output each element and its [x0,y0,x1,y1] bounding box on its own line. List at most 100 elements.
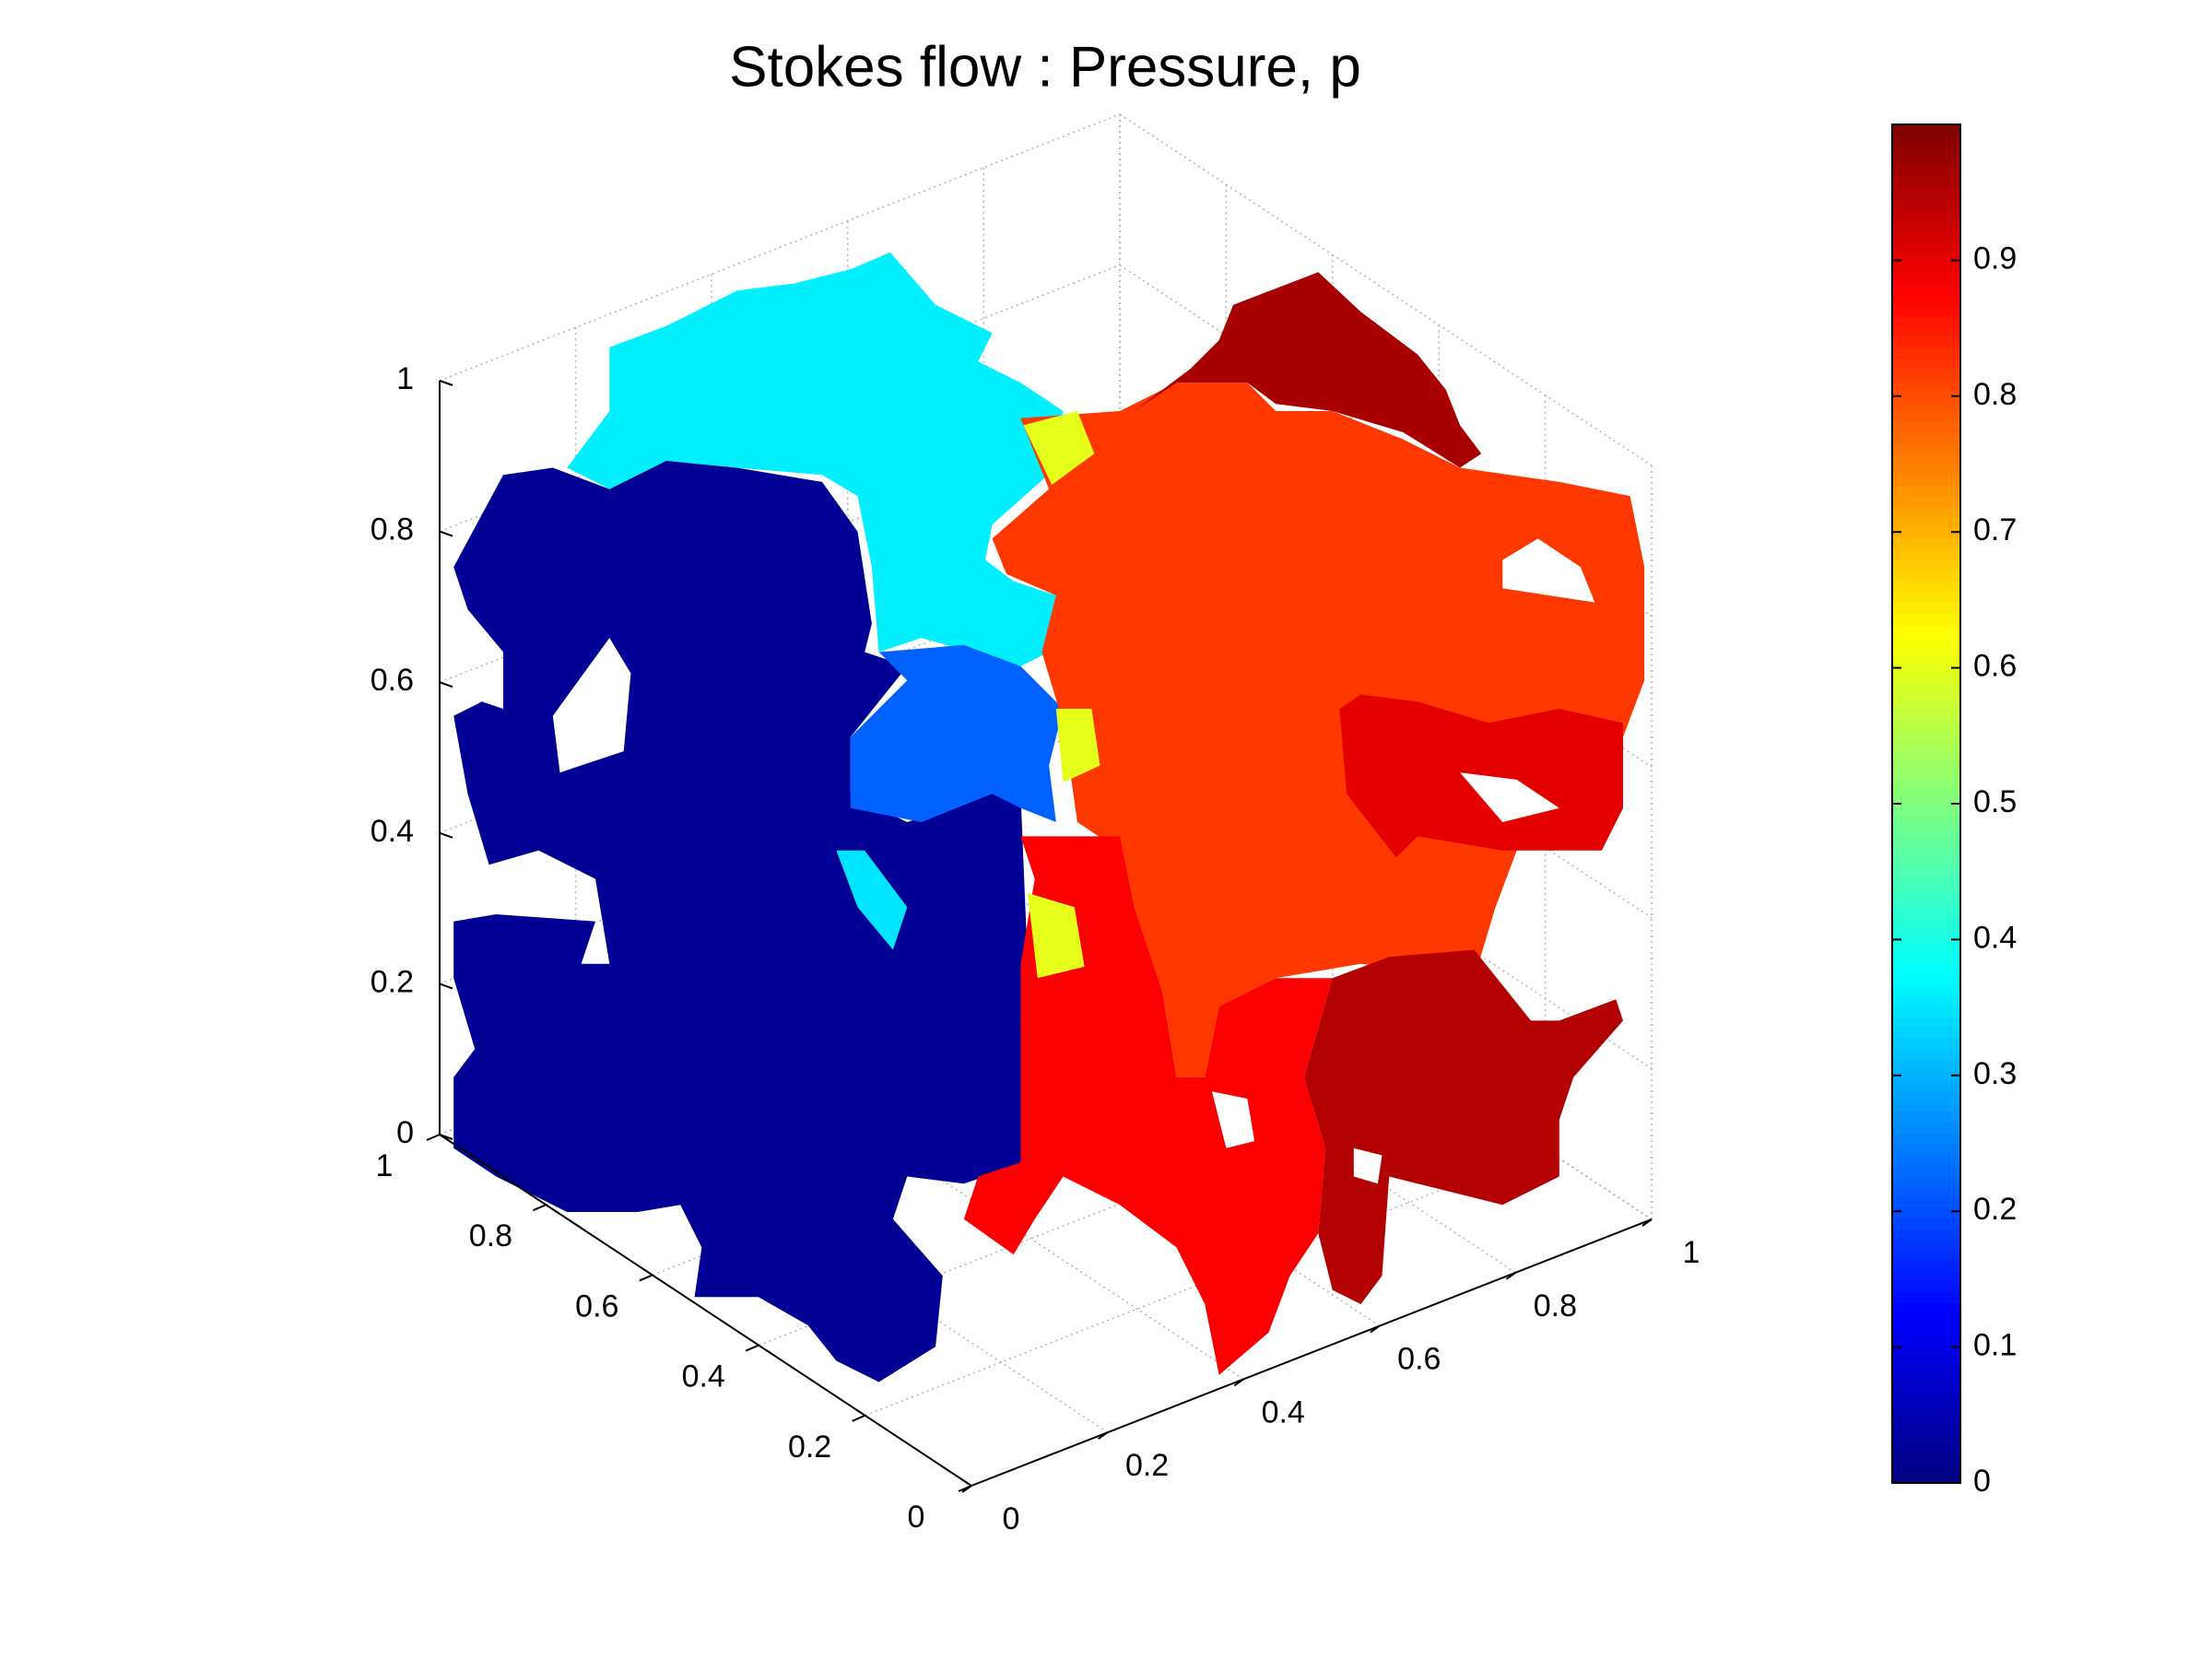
surface-patch [1023,411,1095,485]
colorbar-swatch [1892,899,1960,911]
colorbar-swatch [1892,1058,1960,1070]
x-axis [971,1218,1653,1487]
colorbar-swatch [1892,368,1960,381]
surface-patch [1028,892,1085,979]
z-tick [439,681,453,688]
colorbar-swatch [1892,124,1960,136]
y-tick [639,1274,653,1282]
colorbar-swatch [1892,867,1960,879]
colorbar-swatch [1892,739,1960,752]
colorbar-swatch [1892,782,1960,794]
colorbar-swatch [1892,1387,1960,1399]
colorbar-swatch [1892,559,1960,571]
chart-title: Stokes flow : Pressure, p [729,35,1361,99]
colorbar-swatch [1892,888,1960,900]
colorbar-swatch [1892,252,1960,264]
x-tick-label: 0.4 [1262,1394,1305,1430]
colorbar-swatch [1892,793,1960,805]
colorbar-swatch [1892,506,1960,518]
y-tick [958,1485,972,1492]
colorbar-swatch [1892,241,1960,253]
colorbar-swatch [1892,421,1960,433]
x-tick [1641,1218,1653,1227]
z-tick [439,380,453,386]
colorbar-swatch [1892,347,1960,359]
colorbar-swatch [1892,931,1960,943]
colorbar-swatch [1892,389,1960,402]
colorbar-swatch [1892,1206,1960,1218]
colorbar-swatch [1892,146,1960,158]
colorbar-swatch [1892,1260,1960,1272]
x-tick [1505,1271,1516,1280]
colorbar-swatch [1892,1218,1960,1230]
colorbar-swatch [1892,336,1960,348]
colorbar-tick-label: 0.5 [1973,784,2017,819]
colorbar-swatch [1892,1408,1960,1420]
colorbar-swatch [1892,1143,1960,1155]
surface-patch [1304,949,1623,1304]
colorbar-swatch [1892,209,1960,221]
colorbar-swatch [1892,1472,1960,1484]
colorbar-tick-label: 0.8 [1973,377,2017,412]
colorbar-swatch [1892,570,1960,582]
y-tick-label: 0.4 [682,1359,725,1394]
y-axis [439,1134,972,1487]
hole [1353,1147,1382,1184]
colorbar-swatch [1892,1239,1960,1251]
x-tick-label: 0.2 [1125,1448,1169,1483]
colorbar-tick-label: 0 [1973,1464,1991,1499]
colorbar-swatch [1892,538,1960,550]
colorbar-swatch [1892,188,1960,200]
colorbar-swatch [1892,644,1960,656]
grid-line [439,113,1121,382]
colorbar-swatch [1892,1016,1960,1028]
colorbar-tick-label: 0.1 [1973,1328,2017,1363]
colorbar-swatch [1892,1185,1960,1197]
colorbar-swatch [1892,304,1960,317]
colorbar-swatch [1892,814,1960,826]
x-tick-label: 1 [1683,1235,1700,1270]
y-tick-label: 0.6 [575,1288,618,1324]
grid-line [1119,113,1653,466]
colorbar-swatch [1892,431,1960,444]
colorbar-swatch [1892,485,1960,497]
colorbar-swatch [1892,612,1960,625]
hole [1212,1091,1255,1148]
x-tick-label: 0.8 [1534,1288,1577,1324]
colorbar-swatch [1892,1418,1960,1431]
colorbar-swatch [1892,1376,1960,1389]
colorbar-swatch [1892,475,1960,487]
y-tick [745,1344,759,1352]
colorbar-swatch [1892,665,1960,677]
x-tick [1233,1378,1244,1387]
colorbar-tick-label: 0.3 [1973,1056,2017,1091]
colorbar-swatch [1892,294,1960,306]
colorbar-swatch [1892,400,1960,412]
hole [552,638,631,773]
colorbar-swatch [1892,718,1960,731]
colorbar-swatch [1892,1122,1960,1134]
colorbar-swatch [1892,1324,1960,1335]
colorbar-swatch [1892,464,1960,476]
colorbar-swatch [1892,846,1960,858]
colorbar-swatch [1892,1111,1960,1124]
colorbar-swatch [1892,983,1960,996]
colorbar-swatch [1892,325,1960,338]
hole [1460,772,1559,822]
colorbar-swatch [1892,379,1960,391]
colorbar-swatch [1892,1132,1960,1145]
colorbar-swatch [1892,1345,1960,1357]
colorbar-swatch [1892,941,1960,954]
colorbar-swatch [1892,994,1960,1006]
z-tick [439,831,453,839]
colorbar-swatch [1892,856,1960,868]
colorbar-swatch [1892,1291,1960,1304]
colorbar-swatch [1892,729,1960,741]
z-tick [439,982,453,990]
colorbar-swatch [1892,1312,1960,1325]
colorbar-swatch [1892,1175,1960,1187]
colorbar-swatch [1892,877,1960,889]
z-tick-label: 0.2 [371,964,414,999]
